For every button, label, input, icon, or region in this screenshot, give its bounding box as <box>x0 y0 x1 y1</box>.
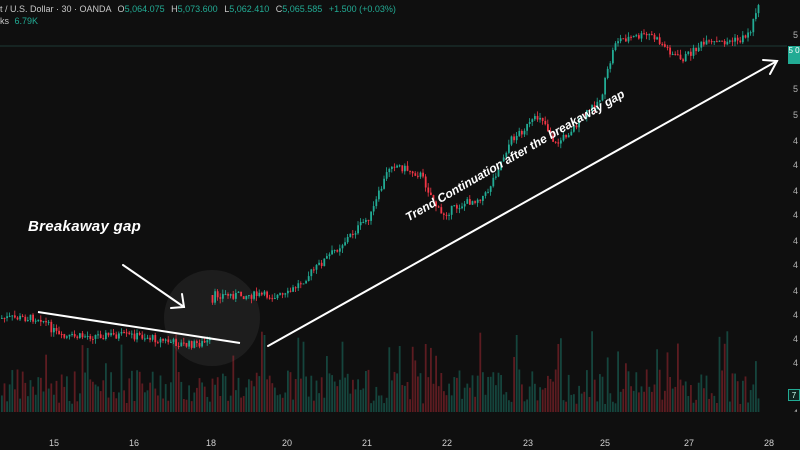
volume-tag: 7 <box>788 389 800 401</box>
breakaway-arrow-icon <box>122 264 186 309</box>
candlestick-plot[interactable] <box>0 0 787 412</box>
time-tick: 21 <box>361 438 373 448</box>
gap-highlight-circle <box>164 270 260 366</box>
ohlc-row: t / U.S. Dollar · 30 · OANDA O5,064.075 … <box>0 3 396 15</box>
price-tick: 4 <box>792 286 798 296</box>
time-tick: 23 <box>522 438 534 448</box>
descending-trendline <box>37 311 241 344</box>
price-tick: 5 <box>792 30 798 40</box>
time-axis[interactable]: 15 16 18 20 21 22 23 25 27 28 <box>0 412 800 450</box>
price-axis[interactable]: 5 5 5 4 4 4 4 4 4 4 4 4 4 4 5 0 7 <box>787 0 800 418</box>
time-tick: 27 <box>683 438 695 448</box>
volume-row: ks 6.79K <box>0 15 396 27</box>
time-tick: 25 <box>599 438 611 448</box>
candles <box>1 3 760 350</box>
close-value: 5,065.585 <box>282 4 323 14</box>
open-label: O <box>117 4 125 14</box>
breakaway-gap-label: Breakaway gap <box>28 218 142 235</box>
change-value: +1.500 (+0.03%) <box>328 4 396 14</box>
symbol-name: t / U.S. Dollar · 30 · OANDA <box>0 4 112 14</box>
price-tick: 5 <box>792 84 798 94</box>
low-label: L <box>224 4 230 14</box>
price-tick: 4 <box>792 136 798 146</box>
trend-arrow-icon <box>267 59 779 347</box>
time-tick: 16 <box>128 438 140 448</box>
price-tick: 4 <box>792 310 798 320</box>
close-label: C <box>275 4 283 14</box>
volume-bars <box>1 331 760 412</box>
low-value: 5,062.410 <box>229 4 270 14</box>
volume-label: ks <box>0 16 9 26</box>
price-tick: 4 <box>792 160 798 170</box>
high-label: H <box>171 4 178 14</box>
price-tick: 5 <box>792 110 798 120</box>
open-value: 5,064.075 <box>124 4 165 14</box>
last-price-tag: 5 0 <box>788 46 800 64</box>
time-tick: 22 <box>441 438 453 448</box>
price-tick: 4 <box>792 210 798 220</box>
price-tick: 4 <box>792 260 798 270</box>
price-tick: 4 <box>792 358 798 368</box>
price-tick: 4 <box>792 186 798 196</box>
volume-value: 6.79K <box>14 16 39 26</box>
time-tick: 18 <box>205 438 217 448</box>
high-value: 5,073.600 <box>177 4 218 14</box>
price-tick: 4 <box>792 334 798 344</box>
time-tick: 20 <box>281 438 293 448</box>
price-tick: 4 <box>792 236 798 246</box>
time-tick: 15 <box>48 438 60 448</box>
time-tick: 28 <box>763 438 775 448</box>
symbol-legend: t / U.S. Dollar · 30 · OANDA O5,064.075 … <box>0 3 396 27</box>
